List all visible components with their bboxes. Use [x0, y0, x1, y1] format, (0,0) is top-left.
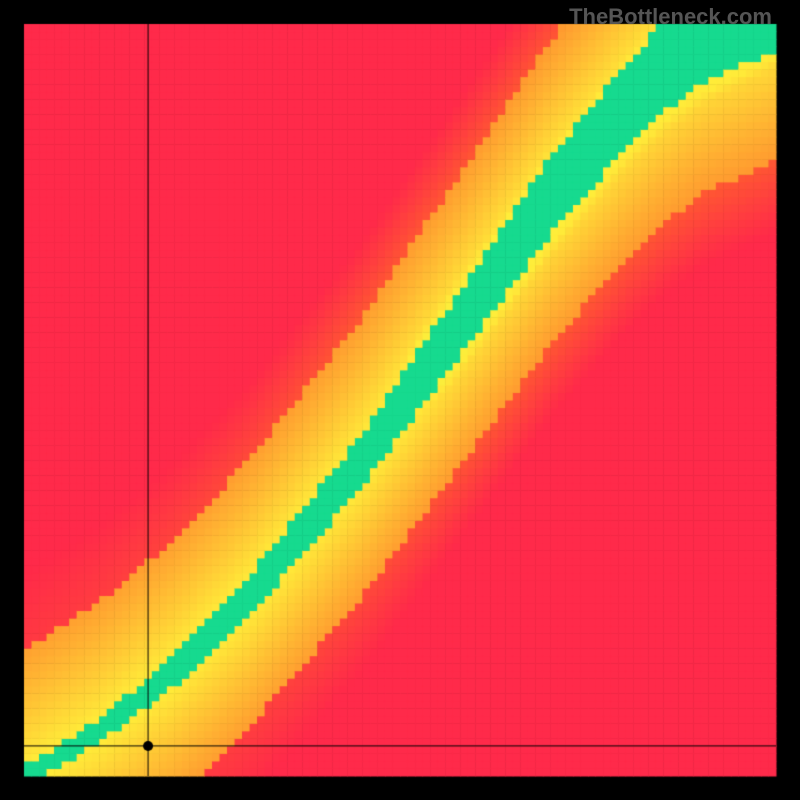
- chart-container: TheBottleneck.com: [0, 0, 800, 800]
- heatmap-canvas: [0, 0, 800, 800]
- watermark-text: TheBottleneck.com: [569, 4, 772, 30]
